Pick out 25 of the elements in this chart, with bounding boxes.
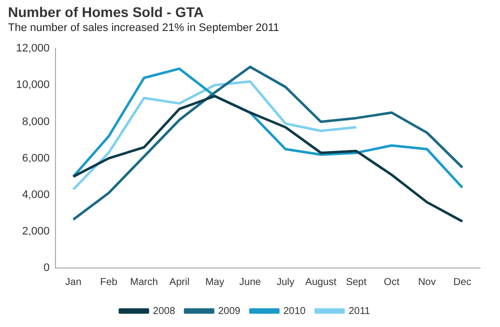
y-tick-label: 8,000 [22,116,50,128]
chart-subtitle: The number of sales increased 21% in September 2011 [8,22,280,34]
legend-label: 2011 [348,306,371,317]
x-tick-label: Feb [100,276,118,288]
y-tick-label: 10,000 [16,79,50,92]
x-tick-label: July [276,276,294,288]
x-tick-label: Jan [65,276,82,288]
legend-label: 2010 [283,306,306,317]
x-tick-label: Nov [418,276,436,288]
y-tick-label: 6,000 [22,152,50,164]
x-tick-label: Oct [384,276,400,288]
x-tick-label: June [239,276,262,288]
x-tick-label: April [169,276,190,288]
x-tick-label: August [305,276,337,288]
y-tick-label: 0 [44,262,50,274]
x-tick-label: May [205,276,224,288]
y-tick-label: 4,000 [22,188,50,201]
y-tick-label: 2,000 [22,225,50,238]
y-tick-label: 12,000 [16,42,50,55]
legend-label: 2008 [152,306,176,317]
chart-title: Number of Homes Sold - GTA [8,4,204,20]
x-tick-label: Sept [346,276,367,288]
legend-label: 2009 [218,306,241,317]
x-tick-label: March [130,276,158,288]
x-tick-label: Dec [453,276,472,288]
